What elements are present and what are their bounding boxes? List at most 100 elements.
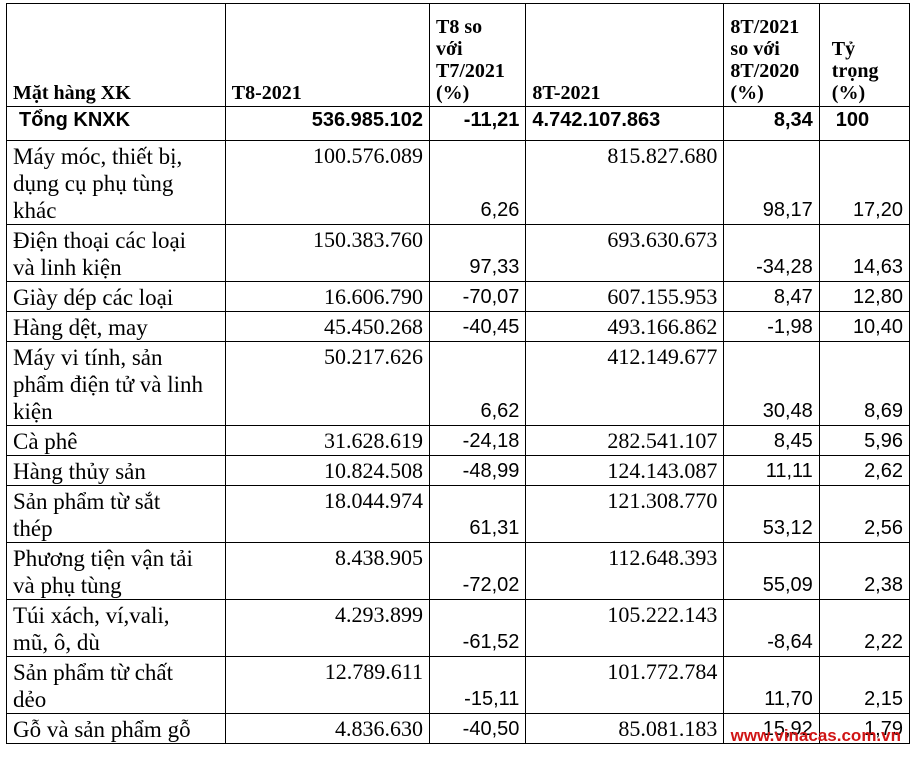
item-share: 2,56 bbox=[818, 485, 911, 543]
total-row: Tổng KNXK 536.985.102 -11,21 4.742.107.8… bbox=[6, 106, 911, 141]
item-share: 14,63 bbox=[818, 224, 911, 282]
item-share: 12,80 bbox=[818, 281, 911, 312]
table-row: Phương tiện vận tải và phụ tùng 8.438.905-… bbox=[6, 542, 911, 600]
item-t8-vs-t7: -24,18 bbox=[428, 425, 527, 456]
header-eight-months: 8T-2021 bbox=[525, 3, 725, 107]
item-t8: 16.606.790 bbox=[224, 281, 430, 312]
export-table: Mặt hàng XK T8-2021 T8 so với T7/2021 (%) 8… bbox=[6, 3, 911, 744]
header-item: Mặt hàng XK bbox=[6, 3, 226, 107]
table-row: Máy móc, thiết bị, dụng cụ phụ tùng khác 10… bbox=[6, 140, 911, 225]
item-name: Hàng thủy sản bbox=[6, 455, 226, 486]
item-name: Phương tiện vận tải và phụ tùng bbox=[6, 542, 226, 600]
item-name: Hàng dệt, may bbox=[6, 311, 226, 342]
table-row: Máy vi tính, sản phẩm điện tử và linh kiện… bbox=[6, 341, 911, 426]
item-share: 17,20 bbox=[818, 140, 911, 225]
item-eight-vs: 55,09 bbox=[723, 542, 820, 600]
item-t8: 45.450.268 bbox=[224, 311, 430, 342]
item-name: Sản phẩm từ chất dẻo bbox=[6, 656, 226, 714]
item-t8: 10.824.508 bbox=[224, 455, 430, 486]
item-t8-vs-t7: -70,07 bbox=[428, 281, 527, 312]
item-eight-months: 101.772.784 bbox=[525, 656, 725, 714]
item-t8: 100.576.089 bbox=[224, 140, 430, 225]
item-name: Giày dép các loại bbox=[6, 281, 226, 312]
item-eight-months: 693.630.673 bbox=[525, 224, 725, 282]
item-eight-months: 282.541.107 bbox=[525, 425, 725, 456]
table-row: Sản phẩm từ sắt thép 18.044.974 61,31 121.30… bbox=[6, 485, 911, 543]
item-share: 2,62 bbox=[818, 455, 911, 486]
item-t8: 31.628.619 bbox=[224, 425, 430, 456]
table-row: Giày dép các loại 16.606.790 -70,07 607.155… bbox=[6, 281, 911, 312]
item-t8-vs-t7: -40,50 bbox=[428, 713, 527, 744]
item-share: 5,96 bbox=[818, 425, 911, 456]
item-eight-months: 412.149.677 bbox=[525, 341, 725, 426]
header-t8-vs-t7: T8 so với T7/2021 (%) bbox=[428, 3, 527, 107]
item-eight-vs: -34,28 bbox=[723, 224, 820, 282]
item-share: 8,69 bbox=[818, 341, 911, 426]
header-eight-vs: 8T/2021 so với 8T/2020 (%) bbox=[723, 3, 820, 107]
item-t8: 12.789.611 bbox=[224, 656, 430, 714]
item-eight-months: 493.166.862 bbox=[525, 311, 725, 342]
item-eight-vs: 98,17 bbox=[723, 140, 820, 225]
table-row: Điện thoại các loại và linh kiện 150.383.7… bbox=[6, 224, 911, 282]
header-t8: T8-2021 bbox=[224, 3, 430, 107]
item-t8: 8.438.905 bbox=[224, 542, 430, 600]
header-row: Mặt hàng XK T8-2021 T8 so với T7/2021 (%) 8… bbox=[6, 3, 911, 107]
item-eight-months: 121.308.770 bbox=[525, 485, 725, 543]
item-t8: 18.044.974 bbox=[224, 485, 430, 543]
item-t8-vs-t7: -61,52 bbox=[428, 599, 527, 657]
item-eight-months: 607.155.953 bbox=[525, 281, 725, 312]
item-share: 2,38 bbox=[818, 542, 911, 600]
table-row: Hàng thủy sản 10.824.508 -48,99 124.143.087… bbox=[6, 455, 911, 486]
item-eight-months: 105.222.143 bbox=[525, 599, 725, 657]
item-eight-vs: 15,92 bbox=[723, 713, 820, 744]
table-row: Sản phẩm từ chất dẻo 12.789.611 -15,11 101.7… bbox=[6, 656, 911, 714]
item-eight-months: 124.143.087 bbox=[525, 455, 725, 486]
item-eight-vs: -8,64 bbox=[723, 599, 820, 657]
item-t8-vs-t7: 97,33 bbox=[428, 224, 527, 282]
item-name: Điện thoại các loại và linh kiện bbox=[6, 224, 226, 282]
total-share: 100 bbox=[818, 106, 911, 141]
item-name: Túi xách, ví,vali, mũ, ô, dù bbox=[6, 599, 226, 657]
item-t8-vs-t7: 61,31 bbox=[428, 485, 527, 543]
total-t8-vs-t7: -11,21 bbox=[428, 106, 527, 141]
item-eight-vs: 8,47 bbox=[723, 281, 820, 312]
total-eight-months: 4.742.107.863 bbox=[525, 106, 725, 141]
table-row: Cà phê 31.628.619 -24,18 282.541.107 8,45 5,9… bbox=[6, 425, 911, 456]
item-t8-vs-t7: 6,26 bbox=[428, 140, 527, 225]
item-name: Máy vi tính, sản phẩm điện tử và linh kiện bbox=[6, 341, 226, 426]
item-t8: 50.217.626 bbox=[224, 341, 430, 426]
item-name: Sản phẩm từ sắt thép bbox=[6, 485, 226, 543]
item-t8-vs-t7: -72,02 bbox=[428, 542, 527, 600]
item-eight-months: 112.648.393 bbox=[525, 542, 725, 600]
table-row: Hàng dệt, may 45.450.268 -40,45 493.166.862… bbox=[6, 311, 911, 342]
total-t8: 536.985.102 bbox=[224, 106, 430, 141]
total-eight-vs: 8,34 bbox=[723, 106, 820, 141]
item-eight-months: 85.081.183 bbox=[525, 713, 725, 744]
item-eight-vs: 11,11 bbox=[723, 455, 820, 486]
item-eight-vs: 30,48 bbox=[723, 341, 820, 426]
item-name: Cà phê bbox=[6, 425, 226, 456]
item-t8-vs-t7: -40,45 bbox=[428, 311, 527, 342]
item-share: 2,22 bbox=[818, 599, 911, 657]
item-eight-months: 815.827.680 bbox=[525, 140, 725, 225]
total-label: Tổng KNXK bbox=[6, 106, 226, 141]
item-t8: 150.383.760 bbox=[224, 224, 430, 282]
table-row: Gỗ và sản phẩm gỗ 4.836.630 -40,50 85.081.1… bbox=[6, 713, 911, 744]
item-t8: 4.293.899 bbox=[224, 599, 430, 657]
item-eight-vs: 8,45 bbox=[723, 425, 820, 456]
header-share: Tỷ trọng (%) bbox=[818, 3, 911, 107]
item-t8-vs-t7: -15,11 bbox=[428, 656, 527, 714]
item-t8-vs-t7: -48,99 bbox=[428, 455, 527, 486]
item-eight-vs: 11,70 bbox=[723, 656, 820, 714]
item-t8: 4.836.630 bbox=[224, 713, 430, 744]
item-share: 1,79 bbox=[818, 713, 911, 744]
item-eight-vs: 53,12 bbox=[723, 485, 820, 543]
item-name: Máy móc, thiết bị, dụng cụ phụ tùng khác bbox=[6, 140, 226, 225]
item-eight-vs: -1,98 bbox=[723, 311, 820, 342]
item-name: Gỗ và sản phẩm gỗ bbox=[6, 713, 226, 744]
item-share: 2,15 bbox=[818, 656, 911, 714]
item-share: 10,40 bbox=[818, 311, 911, 342]
item-t8-vs-t7: 6,62 bbox=[428, 341, 527, 426]
watermark: www.vinacas.com.vn bbox=[730, 726, 901, 745]
table-row: Túi xách, ví,vali, mũ, ô, dù 4.293.899 -61,… bbox=[6, 599, 911, 657]
